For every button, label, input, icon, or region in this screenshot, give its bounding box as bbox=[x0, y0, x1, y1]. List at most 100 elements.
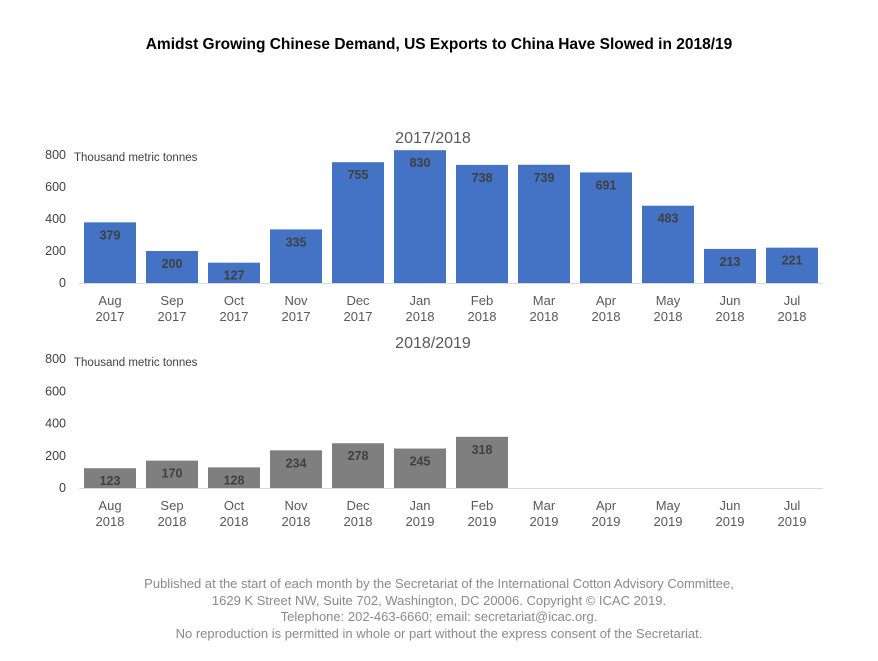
y-tick-label: 0 bbox=[59, 481, 66, 495]
bar bbox=[456, 164, 508, 283]
x-tick-label-year: 2018 bbox=[530, 309, 559, 324]
x-tick-label-year: 2018 bbox=[592, 309, 621, 324]
data-label: 738 bbox=[472, 171, 493, 185]
x-tick-label-month: Jan bbox=[410, 498, 431, 513]
data-label: 830 bbox=[410, 156, 431, 170]
bar bbox=[580, 172, 632, 283]
x-tick-label-year: 2017 bbox=[96, 309, 125, 324]
data-label: 128 bbox=[224, 473, 245, 487]
data-label: 335 bbox=[286, 235, 307, 249]
x-tick-label-month: Mar bbox=[533, 498, 556, 513]
data-label: 739 bbox=[534, 171, 555, 185]
x-tick-label-month: Nov bbox=[284, 498, 308, 513]
x-tick-label-month: Aug bbox=[98, 498, 121, 513]
x-tick-label-month: Jul bbox=[784, 293, 801, 308]
x-tick-label-year: 2018 bbox=[468, 309, 497, 324]
bar bbox=[332, 443, 384, 488]
x-tick-label-year: 2019 bbox=[654, 514, 683, 529]
x-tick-label-month: Aug bbox=[98, 293, 121, 308]
y-axis-unit-label: Thousand metric tonnes bbox=[74, 357, 198, 369]
y-tick-label: 400 bbox=[45, 212, 66, 226]
chart-title-1: 2017/2018 bbox=[395, 130, 471, 147]
bar bbox=[270, 229, 322, 283]
y-tick-label: 400 bbox=[45, 417, 66, 431]
x-tick-label-year: 2018 bbox=[282, 514, 311, 529]
x-tick-label-month: May bbox=[656, 293, 681, 308]
y-tick-label: 600 bbox=[45, 180, 66, 194]
bar bbox=[84, 222, 136, 283]
y-tick-label: 200 bbox=[45, 449, 66, 463]
bar bbox=[456, 436, 508, 488]
footer-line-3: Telephone: 202-463-6660; email: secretar… bbox=[280, 609, 598, 624]
footer-line-1: Published at the start of each month by … bbox=[144, 576, 734, 591]
x-tick-label-year: 2019 bbox=[468, 514, 497, 529]
data-label: 278 bbox=[348, 449, 369, 463]
page-title: Amidst Growing Chinese Demand, US Export… bbox=[145, 36, 733, 53]
x-tick-label-month: Apr bbox=[596, 498, 617, 513]
x-tick-label-year: 2018 bbox=[654, 309, 683, 324]
bar bbox=[394, 150, 446, 283]
bar bbox=[766, 247, 818, 283]
x-tick-label-year: 2019 bbox=[778, 514, 807, 529]
bar bbox=[332, 162, 384, 283]
x-tick-label-year: 2018 bbox=[96, 514, 125, 529]
data-label: 245 bbox=[410, 455, 431, 469]
data-label: 213 bbox=[720, 255, 741, 269]
data-label: 483 bbox=[658, 212, 679, 226]
bar bbox=[146, 251, 198, 283]
x-tick-label-year: 2018 bbox=[716, 309, 745, 324]
x-tick-label-year: 2019 bbox=[406, 514, 435, 529]
data-label: 691 bbox=[596, 178, 617, 192]
x-tick-label-year: 2018 bbox=[158, 514, 187, 529]
data-label: 318 bbox=[472, 443, 493, 457]
bar bbox=[642, 205, 694, 283]
x-tick-label-year: 2018 bbox=[778, 309, 807, 324]
bar bbox=[146, 460, 198, 488]
x-tick-label-year: 2017 bbox=[344, 309, 373, 324]
x-tick-label-month: Oct bbox=[224, 498, 245, 513]
data-label: 200 bbox=[162, 257, 183, 271]
bar bbox=[394, 448, 446, 488]
data-label: 221 bbox=[782, 254, 803, 268]
x-tick-label-month: Jul bbox=[784, 498, 801, 513]
bar bbox=[208, 262, 260, 283]
x-tick-label-month: Apr bbox=[596, 293, 617, 308]
y-axis-unit-label: Thousand metric tonnes bbox=[74, 152, 198, 164]
y-tick-label: 800 bbox=[45, 148, 66, 162]
x-tick-label-month: Oct bbox=[224, 293, 245, 308]
x-tick-label-month: Dec bbox=[346, 498, 370, 513]
x-tick-label-month: Feb bbox=[471, 293, 493, 308]
x-tick-label-month: Jan bbox=[410, 293, 431, 308]
y-tick-label: 0 bbox=[59, 276, 66, 290]
x-tick-label-year: 2018 bbox=[220, 514, 249, 529]
footer-line-4: No reproduction is permitted in whole or… bbox=[175, 625, 703, 641]
bar bbox=[208, 467, 260, 488]
data-label: 755 bbox=[348, 168, 369, 182]
x-tick-label-month: May bbox=[656, 498, 681, 513]
data-label: 379 bbox=[100, 228, 121, 242]
x-tick-label-month: Feb bbox=[471, 498, 493, 513]
bar bbox=[518, 164, 570, 283]
x-tick-label-month: Sep bbox=[160, 293, 183, 308]
data-label: 123 bbox=[100, 474, 121, 488]
x-tick-label-year: 2019 bbox=[530, 514, 559, 529]
x-tick-label-month: Sep bbox=[160, 498, 183, 513]
x-tick-label-month: Jun bbox=[720, 293, 741, 308]
x-tick-label-year: 2019 bbox=[716, 514, 745, 529]
x-tick-label-year: 2017 bbox=[158, 309, 187, 324]
footer: Published at the start of each month by … bbox=[0, 576, 878, 642]
bar bbox=[704, 248, 756, 283]
x-tick-label-year: 2018 bbox=[406, 309, 435, 324]
x-tick-label-year: 2019 bbox=[592, 514, 621, 529]
bar bbox=[84, 468, 136, 488]
data-label: 127 bbox=[224, 269, 245, 283]
footer-line-2: 1629 K Street NW, Suite 702, Washington,… bbox=[211, 592, 667, 608]
x-tick-label-year: 2017 bbox=[282, 309, 311, 324]
bar bbox=[270, 450, 322, 488]
x-tick-label-year: 2017 bbox=[220, 309, 249, 324]
x-tick-label-month: Mar bbox=[533, 293, 556, 308]
y-tick-label: 800 bbox=[45, 352, 66, 366]
data-label: 170 bbox=[162, 467, 183, 481]
y-tick-label: 600 bbox=[45, 384, 66, 398]
